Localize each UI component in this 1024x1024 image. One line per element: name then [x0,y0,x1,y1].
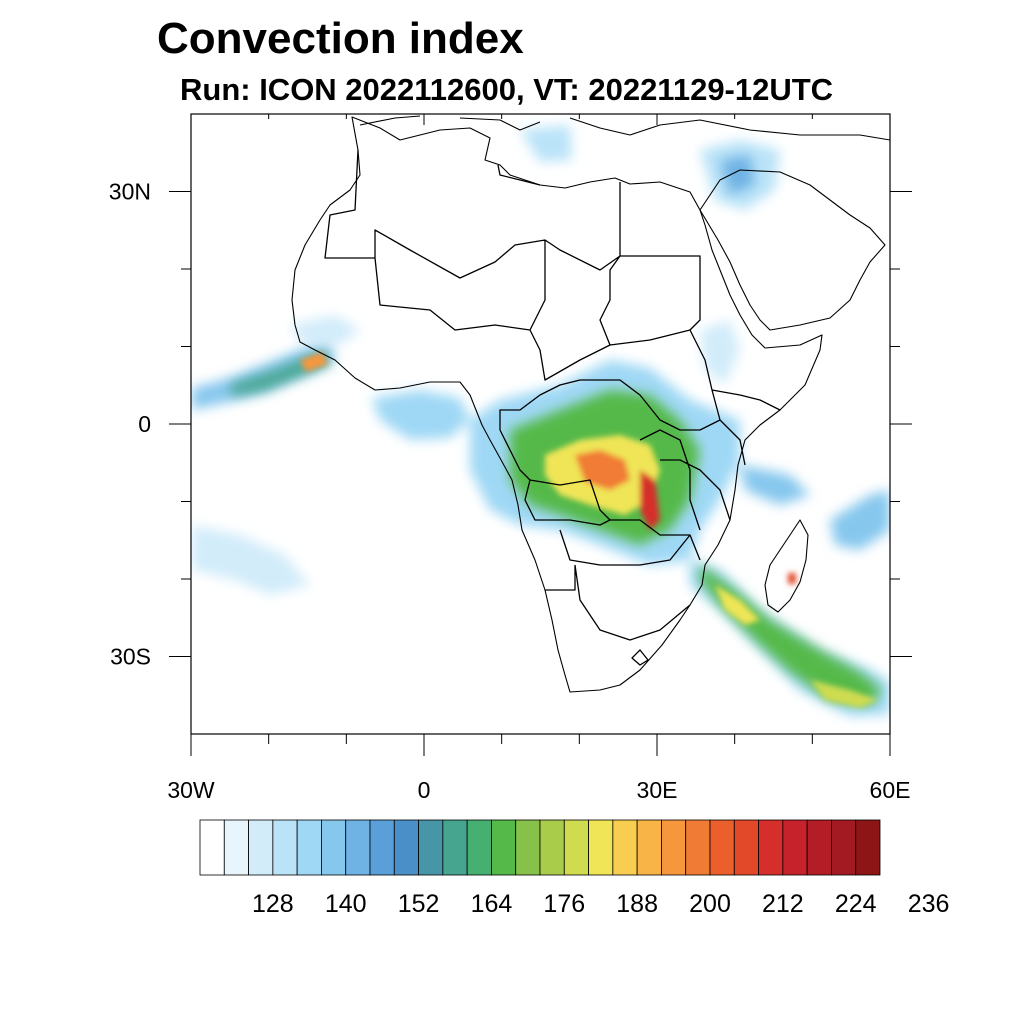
arabia-coastline [699,169,886,331]
colorbar-swatch [515,819,541,876]
east-med-area [520,125,572,162]
colorbar-swatch [685,819,711,876]
madagascar-coastline [764,519,809,613]
colorbar-swatch [296,819,322,876]
indian-ocean-east-area [830,490,890,550]
colorbar-tick-label: 200 [689,890,731,918]
colorbar-swatch [223,819,249,876]
ethiopia-area [700,320,740,385]
lat-tick-label: 30N [109,179,151,205]
colorbar-swatch [345,819,371,876]
colorbar-swatch [733,819,759,876]
middle-east-mid [720,155,755,195]
lon-tick-label: 30E [637,777,678,803]
lat-tick-label: 30S [110,644,151,670]
colorbar-swatch [442,819,468,876]
rift-core [640,470,660,530]
colorbar-swatch [418,819,444,876]
colorbar-swatch [393,819,419,876]
africa-coastline [291,116,823,693]
colorbar-swatch [831,819,857,876]
colorbar-swatch [369,819,395,876]
gulf-of-guinea-area [372,390,470,440]
southeast-band-mid [700,565,882,705]
convection-field [192,125,890,716]
colorbar-swatch [539,819,565,876]
colorbar-swatch [758,819,784,876]
colorbar-swatch [636,819,662,876]
colorbar-swatch [782,819,808,876]
atlantic-plume-core [300,352,328,372]
southeast-band-core [715,585,760,625]
europe-coastline [359,115,890,141]
colorbar-swatch [855,819,881,876]
colorbar-tick-label: 140 [325,890,367,918]
lon-tick-label: 60E [870,777,911,803]
indian-ocean-area [740,465,810,505]
lon-tick-label: 0 [418,777,431,803]
colorbar-tick-label: 152 [398,890,440,918]
lat-tick-label: 0 [138,411,151,437]
colorbar-labels: 128 140 152 164 176 188 200 212 224 236 [252,890,949,918]
colorbar-swatch [321,819,347,876]
colorbar-swatch [661,819,687,876]
southeast-band-tail [810,680,878,708]
colorbar-swatch [466,819,492,876]
map-subtitle: Run: ICON 2022112600, VT: 20221129-12UTC [180,72,834,107]
geography-lines [291,115,890,693]
lon-tick-label: 30W [167,777,215,803]
country-borders [324,149,781,666]
colorbar-tick-label: 224 [835,890,877,918]
axis-tick-labels: 30N 0 30S 30W 0 30E 60E [109,179,911,804]
colorbar-tick-label: 128 [252,890,294,918]
colorbar-tick-label: 212 [762,890,804,918]
madagascar-spot [788,573,796,584]
colorbar-swatch [199,819,225,876]
colorbar-tick-label: 164 [471,890,513,918]
colorbar-swatch [709,819,735,876]
colorbar-tick-label: 236 [908,890,950,918]
colorbar-swatch [612,819,638,876]
colorbar-swatch [588,819,614,876]
colorbar-tick-label: 188 [616,890,658,918]
colorbar-swatch [491,819,517,876]
south-atlantic-area [192,525,310,595]
colorbar-swatch [248,819,274,876]
sahel-area [290,315,360,345]
map-title: Convection index [157,14,524,63]
colorbar [199,819,881,876]
colorbar-swatch [272,819,298,876]
colorbar-swatch [563,819,589,876]
colorbar-swatch [806,819,832,876]
axis-ticks [169,114,912,756]
colorbar-tick-label: 176 [543,890,585,918]
